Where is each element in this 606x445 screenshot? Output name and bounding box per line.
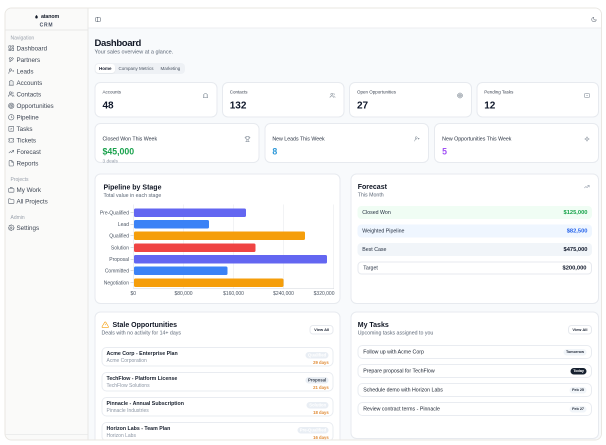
svg-text:$240,000: $240,000 (273, 291, 294, 297)
svg-text:Qualified: Qualified (109, 234, 129, 240)
svg-text:Proposal: Proposal (109, 257, 129, 263)
svg-text:$0: $0 (131, 291, 137, 297)
svg-text:Lead: Lead (118, 222, 129, 228)
svg-text:$80,000: $80,000 (174, 291, 192, 297)
svg-text:Pre-Qualified: Pre-Qualified (100, 211, 129, 217)
svg-text:Solution: Solution (111, 246, 129, 252)
svg-text:$160,000: $160,000 (223, 291, 244, 297)
svg-text:Committed: Committed (105, 269, 129, 275)
svg-text:$320,000: $320,000 (314, 291, 335, 297)
svg-text:Negotiation: Negotiation (104, 281, 130, 287)
